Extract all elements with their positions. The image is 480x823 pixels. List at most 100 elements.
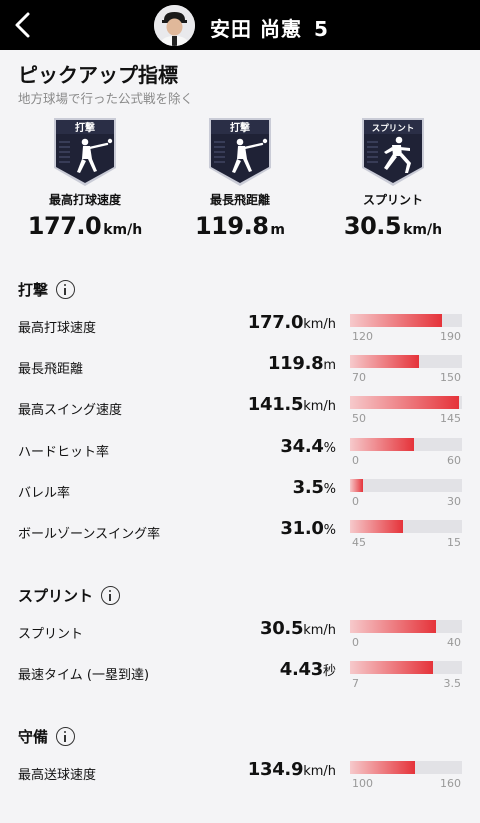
pickup-card: スプリント スプリント 30.5 km/h: [318, 116, 468, 240]
pickup-card-value: 177.0 km/h: [10, 212, 160, 240]
metric-label: バレル率: [18, 486, 71, 501]
pickup-card-value: 30.5 km/h: [318, 212, 468, 240]
metric-label: 最速タイム (一塁到達): [18, 668, 150, 683]
scale-max-label: 145: [440, 412, 461, 425]
scale-min-label: 0: [352, 454, 359, 467]
metric-value: 119.8m: [268, 353, 336, 374]
metric-label: ハードヒット率: [18, 445, 110, 460]
info-icon[interactable]: [101, 586, 121, 605]
metric-label: 最高打球速度: [18, 321, 97, 336]
level-bar-fill: [350, 396, 459, 409]
metric-unit: %: [323, 523, 336, 538]
scale-max-label: 150: [440, 371, 461, 384]
pickup-card-label: 最高打球速度: [48, 193, 121, 207]
section-header: スプリント: [18, 585, 121, 606]
level-bar-fill: [350, 620, 437, 633]
level-bar-fill: [350, 761, 415, 774]
scale-max-label: 160: [440, 777, 461, 790]
info-icon[interactable]: [56, 727, 76, 746]
scale-min-label: 7: [352, 677, 359, 690]
batter-icon: [232, 138, 268, 173]
back-button[interactable]: [10, 11, 36, 39]
metric-row: 最速タイム (一塁到達) 4.43秒 7 3.5: [0, 659, 480, 697]
metric-row: 最高打球速度 177.0km/h 120 190: [0, 312, 480, 350]
scale-max-label: 3.5: [443, 677, 462, 690]
pickup-card-number: 177.0: [27, 212, 102, 240]
metric-value: 30.5km/h: [260, 618, 336, 639]
scale-min-label: 70: [352, 371, 366, 384]
level-bar-fill: [350, 479, 364, 492]
metric-number: 3.5: [292, 477, 324, 498]
metric-value: 31.0%: [280, 518, 336, 539]
metric-row: バレル率 3.5% 0 30: [0, 477, 480, 515]
level-bar: [350, 396, 462, 409]
scale-max-label: 190: [440, 330, 461, 343]
scale-max-label: 60: [447, 454, 461, 467]
player-number: 5: [313, 17, 329, 41]
pickup-card-value: 119.8 m: [165, 212, 315, 240]
level-bar: [350, 761, 462, 774]
metric-value: 34.4%: [280, 436, 336, 457]
level-bar: [350, 479, 462, 492]
level-bar-fill: [350, 314, 442, 327]
level-bar-fill: [350, 520, 403, 533]
scale-max-label: 40: [447, 636, 461, 649]
runner-icon: [384, 136, 411, 173]
metric-row: 最長飛距離 119.8m 70 150: [0, 353, 480, 391]
metric-number: 177.0: [247, 312, 304, 333]
scale-min-label: 45: [352, 536, 366, 549]
metric-label: 最高送球速度: [18, 768, 97, 783]
metric-value: 141.5km/h: [248, 394, 336, 415]
metric-number: 141.5: [247, 394, 304, 415]
pickup-note: 地方球場で行った公式戦を除く: [18, 91, 194, 106]
metric-unit: %: [323, 441, 336, 456]
section-title: 打撃: [18, 281, 49, 299]
pickup-card: 打撃最高打球速度 177.0 km/h: [10, 116, 160, 240]
metric-number: 119.8: [267, 353, 324, 374]
metric-value: 3.5%: [293, 477, 336, 498]
metric-unit: km/h: [303, 623, 336, 638]
scale-max-label: 30: [447, 495, 461, 508]
metric-value: 177.0km/h: [248, 312, 336, 333]
pickup-title: ピックアップ指標: [18, 63, 178, 87]
metric-row: 最高送球速度 134.9km/h 100 160: [0, 759, 480, 797]
metric-value: 134.9km/h: [248, 759, 336, 780]
pickup-card: 打撃最長飛距離 119.8 m: [165, 116, 315, 240]
batter-badge: 打撃: [54, 118, 116, 186]
pickup-card-number: 30.5: [343, 212, 402, 240]
metric-unit: 秒: [322, 664, 336, 679]
metric-label: ボールゾーンスイング率: [18, 527, 161, 542]
level-bar: [350, 314, 462, 327]
metric-number: 34.4: [280, 436, 324, 457]
pickup-card-number: 119.8: [194, 212, 269, 240]
badge-caption: スプリント: [372, 123, 415, 134]
scale-min-label: 0: [352, 636, 359, 649]
metric-label: 最長飛距離: [18, 362, 84, 377]
pickup-card-label: スプリント: [362, 193, 423, 207]
pickup-card-label: 最長飛距離: [209, 193, 270, 207]
metric-unit: m: [323, 358, 336, 373]
chevron-left-icon: [15, 12, 30, 38]
metric-unit: km/h: [303, 399, 336, 414]
avatar: [154, 5, 195, 46]
scale-min-label: 100: [352, 777, 373, 790]
info-icon[interactable]: [56, 280, 76, 299]
level-bar: [350, 661, 462, 674]
top-bar: 安田 尚憲 5: [0, 0, 480, 50]
player-name: 安田 尚憲: [210, 17, 302, 41]
metric-unit: %: [323, 482, 336, 497]
badge-caption: 打撃: [230, 121, 250, 134]
scale-min-label: 50: [352, 412, 366, 425]
batter-icon: [77, 138, 113, 173]
metric-label: スプリント: [18, 627, 84, 642]
level-bar-fill: [350, 661, 433, 674]
runner-badge: スプリント: [362, 118, 424, 186]
scale-max-label: 15: [447, 536, 461, 549]
badge-caption: 打撃: [75, 121, 95, 134]
metric-unit: km/h: [303, 317, 336, 332]
pickup-card-unit: m: [270, 222, 285, 238]
metric-label: 最高スイング速度: [18, 403, 123, 418]
player-title: 安田 尚憲 5: [210, 13, 329, 42]
level-bar: [350, 438, 462, 451]
metric-number: 30.5: [259, 618, 304, 639]
